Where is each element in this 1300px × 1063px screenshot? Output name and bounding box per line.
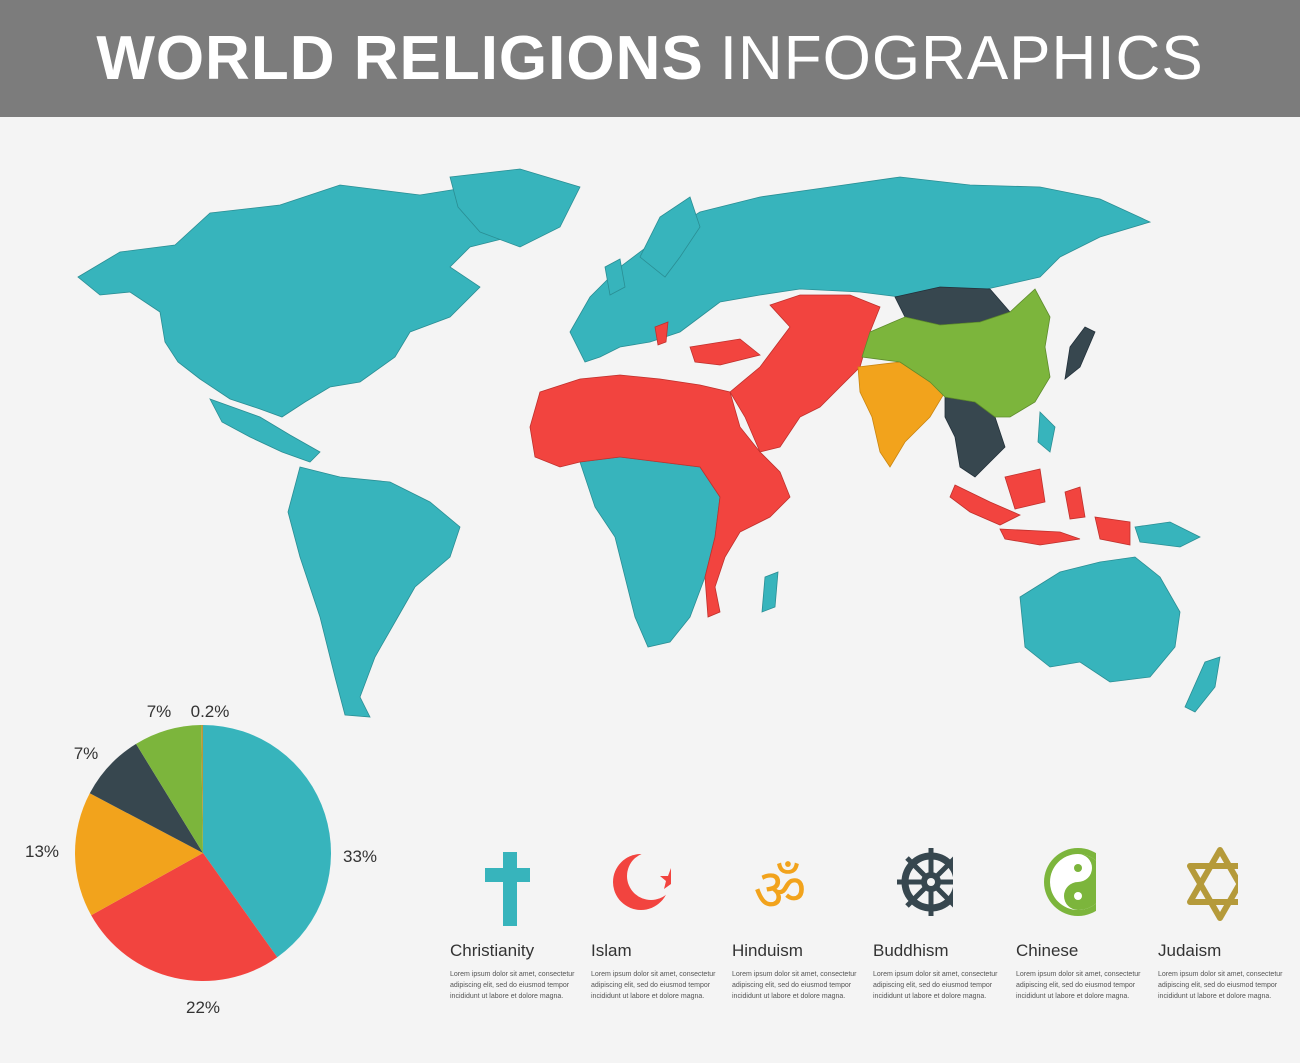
china-shape: [861, 288, 1051, 418]
pie-slice-label: 0.2%: [191, 702, 230, 721]
religion-description: Lorem ipsum dolor sit amet, consectetur …: [1158, 971, 1283, 1000]
crescent-star-icon: [613, 852, 682, 910]
philippines-shape: [1037, 411, 1056, 453]
om-icon: ॐ: [754, 856, 807, 924]
australia-shape: [1019, 556, 1181, 683]
title-light: INFOGRAPHICS: [719, 24, 1204, 93]
pie-slice-label: 33%: [343, 847, 377, 866]
south-america-shape: [287, 466, 461, 718]
religion-name: Chinese: [1016, 941, 1079, 960]
religion-judaism: Judaism Lorem ipsum dolor sit amet, cons…: [1158, 840, 1300, 1002]
sulawesi-shape: [1064, 486, 1086, 520]
pie-slice: [201, 725, 203, 853]
borneo-shape: [1004, 468, 1046, 510]
uk-shape: [604, 258, 626, 296]
pie-slice: [89, 743, 203, 853]
religion-chinese: Chinese Lorem ipsum dolor sit amet, cons…: [1016, 840, 1158, 1002]
central-america-shape: [209, 398, 321, 463]
religion-description: Lorem ipsum dolor sit amet, consectetur …: [873, 971, 998, 1000]
pie-slice-label: 7%: [74, 744, 99, 763]
religion-buddhism: Buddhism Lorem ipsum dolor sit amet, con…: [873, 840, 1015, 1002]
svg-text:ॐ: ॐ: [754, 856, 807, 924]
religion-description: Lorem ipsum dolor sit amet, consectetur …: [732, 971, 857, 1000]
pie-slice-label: 22%: [186, 998, 220, 1017]
pie-slice-label: 13%: [25, 842, 59, 861]
religion-christianity: Christianity Lorem ipsum dolor sit amet,…: [450, 840, 592, 1002]
religion-hinduism: ॐ Hinduism Lorem ipsum dolor sit amet, c…: [732, 840, 874, 1002]
religion-description: Lorem ipsum dolor sit amet, consectetur …: [450, 971, 575, 1000]
pie-slice: [203, 725, 331, 958]
pie-slice: [91, 853, 278, 981]
religion-name: Hinduism: [732, 941, 803, 960]
japan-shape: [1064, 326, 1096, 380]
north-africa-shape: [529, 374, 791, 618]
religion-name: Judaism: [1158, 941, 1222, 960]
scandinavia-shape: [639, 196, 701, 278]
north-america-shape: [77, 184, 521, 418]
europe-russia-shape: [569, 176, 1152, 363]
header-banner: WORLD RELIGIONS INFOGRAPHICS: [0, 0, 1300, 117]
greenland-shape: [449, 168, 581, 248]
turkey-shape: [689, 338, 761, 366]
religion-description: Lorem ipsum dolor sit amet, consectetur …: [1016, 971, 1141, 1000]
religion-description: Lorem ipsum dolor sit amet, consectetur …: [591, 971, 716, 1000]
world-map: [77, 168, 1221, 718]
central-africa-shape: [579, 456, 721, 648]
religion-name: Christianity: [450, 941, 535, 960]
new-guinea-west-shape: [1094, 516, 1131, 546]
star-of-david-icon: [1187, 847, 1253, 921]
pie-slice: [75, 793, 203, 916]
papua-shape: [1134, 521, 1201, 548]
yin-yang-icon: [1044, 848, 1112, 916]
madagascar-shape: [761, 571, 779, 613]
title-bold: WORLD RELIGIONS: [96, 24, 704, 93]
religion-name: Islam: [591, 941, 632, 960]
new-zealand-shape: [1184, 656, 1221, 713]
page-title: WORLD RELIGIONS INFOGRAPHICS: [96, 23, 1203, 94]
religion-name: Buddhism: [873, 941, 949, 960]
pie-slice-label: 7%: [147, 702, 172, 721]
religion-islam: Islam Lorem ipsum dolor sit amet, consec…: [591, 840, 733, 1002]
middle-east-shape: [729, 294, 881, 453]
religion-pie-chart: 33% 22% 13% 7% 7% 0.2%: [25, 702, 377, 1017]
cross-icon: [485, 852, 535, 926]
dharma-wheel-icon: [897, 848, 965, 916]
balkans-shape: [654, 321, 669, 346]
pie-slice: [136, 725, 203, 853]
java-shape: [999, 528, 1081, 546]
indonesia-shape: [949, 484, 1021, 526]
